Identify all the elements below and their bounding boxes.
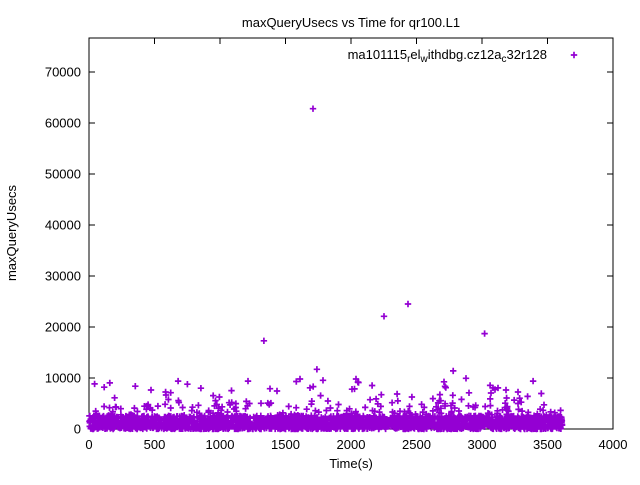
y-tick-label: 0 <box>74 422 81 437</box>
legend-subscript: c <box>502 54 507 65</box>
legend-label: ma101115relwithdbg.cz12ac32r128 <box>348 47 547 65</box>
y-tick-label: 40000 <box>45 217 81 232</box>
x-tick-label: 4000 <box>599 437 628 452</box>
legend-point-marker-icon <box>570 51 578 59</box>
x-tick-label: 2000 <box>337 437 366 452</box>
x-tick-label: 1000 <box>206 437 235 452</box>
plot-border <box>88 37 614 430</box>
y-axis-label: maxQueryUsecs <box>4 184 19 281</box>
x-tick-label: 3000 <box>468 437 497 452</box>
x-tick-label: 2500 <box>402 437 431 452</box>
legend-subscript: w <box>420 54 429 65</box>
y-tick-label: 70000 <box>45 64 81 79</box>
y-tick-label: 30000 <box>45 268 81 283</box>
data-points-series <box>86 105 566 433</box>
y-tick-label: 60000 <box>45 115 81 130</box>
chart-title: maxQueryUsecs vs Time for qr100.L1 <box>242 15 460 30</box>
legend-text-segment: 32r128 <box>507 47 547 62</box>
x-tick-label: 0 <box>85 437 92 452</box>
y-tick-label: 50000 <box>45 166 81 181</box>
x-axis-label: Time(s) <box>329 456 373 471</box>
x-tick-label: 500 <box>144 437 166 452</box>
x-tick-label: 3500 <box>533 437 562 452</box>
y-tick-label: 20000 <box>45 319 81 334</box>
legend-text-segment: ma101115 <box>348 47 408 62</box>
x-tick-label: 1500 <box>271 437 300 452</box>
legend-text-segment: ithdbg.cz12a <box>428 47 502 62</box>
y-tick-label: 10000 <box>45 370 81 385</box>
legend-text-segment: el <box>410 47 420 62</box>
legend-subscript: r <box>407 54 411 65</box>
axis-ticks: 0 500 1000 1500 2000 2500 3000 3500 400001000020… <box>45 38 628 452</box>
